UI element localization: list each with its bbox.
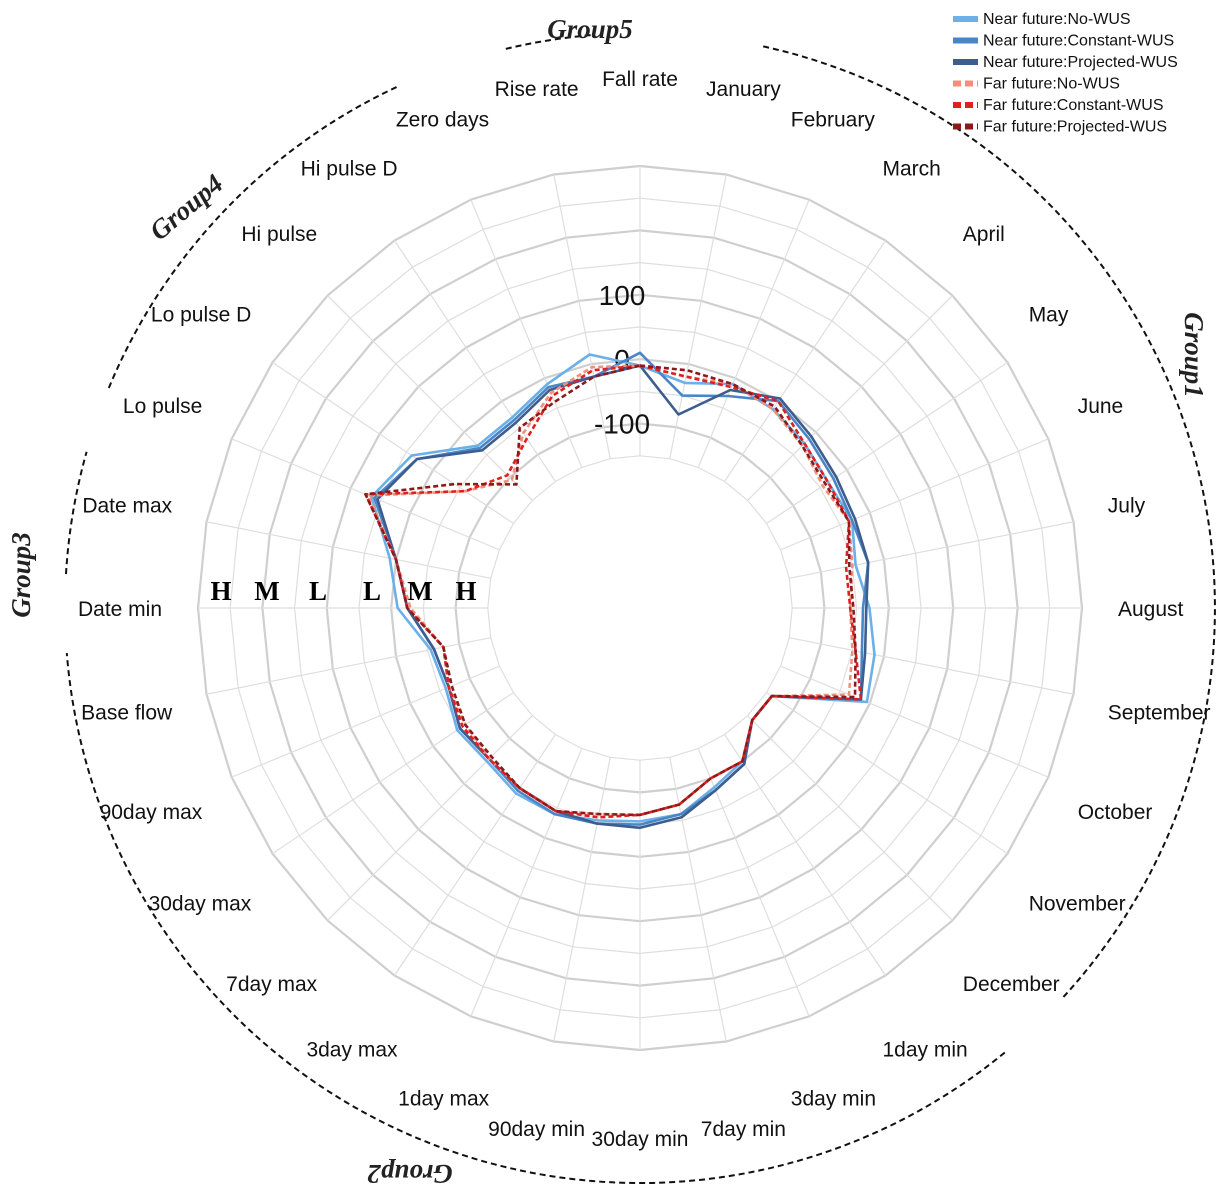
grid-spoke	[206, 521, 491, 579]
category-label-30day-max: 30day max	[149, 893, 252, 916]
grid-spoke	[553, 757, 611, 1042]
category-label-february: February	[791, 108, 876, 131]
group-arc-1	[762, 45, 1216, 999]
series-far-future-no-wus	[367, 364, 854, 817]
category-label-90day-min: 90day min	[488, 1118, 585, 1141]
ring-label: 100	[599, 280, 646, 311]
category-label-july: July	[1108, 495, 1146, 518]
series-far-future-projected-wus	[364, 364, 857, 817]
group-label-3: Group3	[6, 532, 36, 618]
grid-spoke	[327, 295, 533, 501]
category-label-april: April	[963, 223, 1005, 246]
hml-marker: M	[407, 576, 432, 606]
group-label-5: Group5	[547, 14, 633, 44]
grid-spoke	[724, 734, 887, 976]
category-label-date-max: Date max	[82, 495, 172, 518]
grid-spoke	[393, 240, 556, 482]
category-label-december: December	[963, 973, 1060, 996]
legend-entry: Far future:Constant-WUS	[983, 97, 1164, 114]
category-label-30day-min: 30day min	[592, 1128, 689, 1151]
grid-spoke	[393, 734, 556, 976]
series-near-future-projected-wus	[376, 364, 870, 830]
grid-spoke	[724, 240, 887, 482]
category-label-may: May	[1029, 304, 1069, 327]
grid-spoke	[747, 295, 953, 501]
grid-spoke	[470, 748, 583, 1017]
category-label-august: August	[1118, 598, 1184, 621]
group-label-2: Group2	[367, 1159, 453, 1189]
grid-spoke	[470, 199, 583, 468]
grid-spoke	[553, 174, 611, 459]
grid-ring	[487, 455, 793, 761]
category-label-lo-pulse: Lo pulse	[123, 395, 202, 418]
grid-spoke	[231, 665, 500, 778]
category-label-march: March	[883, 157, 941, 180]
group-arcs	[65, 33, 1216, 1185]
category-label-lo-pulse-d: Lo pulse D	[151, 304, 251, 327]
grid-spoke	[780, 438, 1049, 551]
grid-spoke	[747, 715, 953, 921]
series-far-future-constant-wus	[364, 364, 863, 819]
category-label-zero-days: Zero days	[396, 108, 489, 131]
legend-entry: Far future:No-WUS	[983, 76, 1120, 93]
category-label-date-min: Date min	[78, 598, 162, 621]
group-label-1: Group1	[1179, 312, 1209, 398]
grid-spoke	[697, 748, 810, 1017]
grid	[196, 164, 1084, 1052]
category-label-november: November	[1029, 893, 1126, 916]
grid-spoke	[780, 665, 1049, 778]
group-arc-3	[65, 451, 88, 575]
grid-spoke	[327, 715, 533, 921]
hml-marker: M	[254, 576, 279, 606]
category-label-hi-pulse: Hi pulse	[241, 223, 317, 246]
group-arc-5	[505, 33, 595, 50]
grid-spoke	[766, 361, 1008, 524]
category-label-7day-min: 7day min	[701, 1118, 786, 1141]
category-labels: Fall rate January February March April May Jun…	[78, 68, 1211, 1151]
legend-entry: Near future:Constant-WUS	[983, 33, 1174, 50]
grid-spoke	[697, 199, 810, 468]
series-lines	[364, 351, 876, 830]
ring-label: -100	[594, 409, 650, 440]
category-label-1day-max: 1day max	[398, 1088, 490, 1111]
group-arc-4	[107, 84, 400, 389]
hml-marker: L	[309, 576, 327, 606]
category-label-rise-rate: Rise rate	[495, 78, 579, 101]
category-label-september: September	[1108, 701, 1211, 724]
hml-marker: H	[210, 576, 231, 606]
legend-entry: Far future:Projected-WUS	[983, 119, 1167, 136]
category-label-october: October	[1078, 801, 1153, 824]
category-label-hi-pulse-d: Hi pulse D	[301, 157, 398, 180]
grid-spoke	[789, 521, 1074, 579]
group-labels: Group1 Group2 Group3 Group4 Group5	[6, 14, 1209, 1189]
group-label-4: Group4	[144, 168, 229, 246]
category-label-3day-max: 3day max	[306, 1039, 398, 1062]
grid-spoke	[272, 692, 514, 855]
category-label-june: June	[1078, 395, 1124, 418]
grid-spoke	[789, 637, 1074, 695]
legend-entry: Near future:Projected-WUS	[983, 54, 1178, 71]
category-label-january: January	[706, 78, 781, 101]
category-label-1day-min: 1day min	[883, 1039, 968, 1062]
grid-spoke	[766, 692, 1008, 855]
legend: Near future:No-WUS Near future:Constant-W…	[953, 11, 1178, 136]
grid-spoke	[669, 174, 727, 459]
category-label-3day-min: 3day min	[791, 1088, 876, 1111]
hml-marker: L	[363, 576, 381, 606]
group-arc-2	[65, 653, 1006, 1185]
category-label-7day-max: 7day max	[226, 973, 318, 996]
category-label-fall-rate: Fall rate	[602, 68, 678, 91]
category-label-90day-max: 90day max	[100, 801, 203, 824]
grid-spoke	[272, 361, 514, 524]
category-label-base-flow: Base flow	[81, 701, 173, 724]
hml-marker: H	[455, 576, 476, 606]
legend-entry: Near future:No-WUS	[983, 11, 1131, 28]
